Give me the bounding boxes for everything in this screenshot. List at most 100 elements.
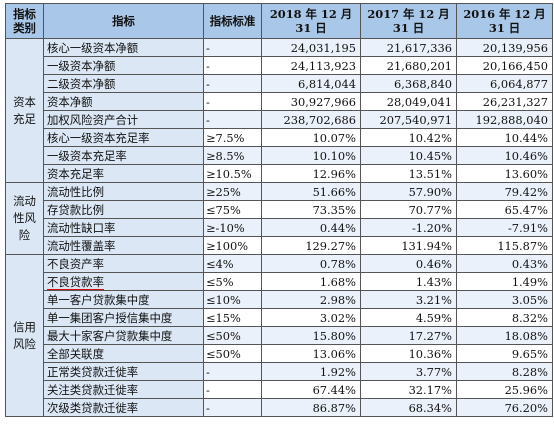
standard-cell-text: ≤50% [206, 346, 241, 361]
standard-cell: ≥100% [203, 236, 262, 255]
value-2016-cell-text: 10.46% [504, 148, 548, 163]
indicator-cell-text: 资本充足率 [47, 166, 104, 181]
indicator-cell: 资本净额 [43, 92, 204, 111]
value-2016-cell: 8.32% [456, 308, 553, 327]
table-body: 资本充足 核心一级资本净额 - 24,031,195 21,617,336 20,139,… [5, 38, 553, 417]
standard-cell-text: - [206, 40, 210, 55]
value-2018-cell: 67.44% [261, 380, 361, 399]
indicator-cell-text: 加权风险资产合计 [47, 112, 139, 127]
indicator-cell: 存贷款比例 [43, 200, 204, 219]
value-2017-cell-text: 57.90% [408, 184, 452, 199]
indicator-cell: 一级资本充足率 [43, 146, 204, 165]
value-2016-cell-text: 18.08% [504, 328, 548, 343]
value-2018-cell-text: 3.02% [319, 310, 356, 325]
value-2018-cell: 0.44% [261, 218, 361, 237]
value-2018-cell: 10.10% [261, 146, 361, 165]
value-2017-cell: 10.42% [360, 128, 457, 147]
standard-cell: - [203, 92, 262, 111]
indicator-cell-text: 核心一级资本充足率 [47, 130, 150, 145]
standard-cell: - [203, 110, 262, 129]
indicator-cell-text: 次级类贷款迁徙率 [47, 400, 139, 415]
value-2018-cell: 10.07% [261, 128, 361, 147]
value-2016-cell-text: 25.96% [504, 382, 548, 397]
value-2017-cell: 131.94% [360, 236, 457, 255]
indicator-cell: 流动性比例 [43, 182, 204, 201]
value-2017-cell-text: 13.51% [408, 166, 452, 181]
indicator-cell: 二级资本净额 [43, 74, 204, 93]
value-2017-cell-text: 0.46% [415, 256, 452, 271]
value-2017-cell-text: 70.77% [408, 202, 452, 217]
indicator-cell-text: 流动性覆盖率 [47, 238, 116, 253]
indicator-cell-text: 关注类贷款迁徙率 [47, 382, 139, 397]
value-2017-cell: -1.20% [360, 218, 457, 237]
value-2016-cell-text: 9.65% [511, 346, 548, 361]
table-row: 一级资本充足率 ≥8.5% 10.10% 10.45% 10.46% [6, 146, 553, 165]
value-2017-cell: 4.59% [360, 308, 457, 327]
indicator-cell: 不良资产率 [43, 254, 204, 273]
value-2017-cell: 32.17% [360, 380, 457, 399]
indicator-cell-text: 单一集团客户授信集中度 [47, 310, 173, 325]
table-row: 不良贷款率 ≤5% 1.68% 1.43% 1.49% [6, 272, 553, 291]
standard-cell-text: ≥25% [206, 184, 241, 199]
value-2018-cell: 15.80% [261, 326, 361, 345]
value-2016-cell-text: -7.91% [507, 220, 548, 235]
value-2016-cell: 26,231,327 [456, 92, 553, 111]
standard-cell: ≤50% [203, 326, 262, 345]
value-2016-cell-text: 1.49% [511, 274, 548, 289]
value-2017-cell-text: 10.45% [408, 148, 452, 163]
header-category: 指标类别 [5, 3, 44, 39]
table-row: 最大十家客户贷款集中度 ≤50% 15.80% 17.27% 18.08% [6, 326, 553, 345]
value-2018-cell: 86.87% [261, 398, 361, 417]
value-2017-cell-text: 207,540,971 [379, 112, 452, 127]
standard-cell: - [203, 380, 262, 399]
value-2017-cell-text: 68.34% [408, 400, 452, 415]
indicator-cell: 单一客户贷款集中度 [43, 290, 204, 309]
value-2018-cell-text: 129.27% [305, 238, 356, 253]
value-2016-cell: 1.49% [456, 272, 553, 291]
indicator-cell: 最大十家客户贷款集中度 [43, 326, 204, 345]
value-2018-cell-text: 0.78% [319, 256, 356, 271]
standard-cell: ≥-10% [203, 218, 262, 237]
category-cell: 资本充足 [5, 38, 44, 183]
value-2016-cell-text: 115.87% [497, 238, 548, 253]
standard-cell-text: - [206, 382, 210, 397]
value-2016-cell: 20,139,956 [456, 38, 553, 57]
value-2017-cell-text: 28,049,041 [386, 94, 452, 109]
value-2018-cell-text: 51.66% [312, 184, 356, 199]
standard-cell-text: ≥-10% [206, 220, 245, 235]
value-2018-cell: 73.35% [261, 200, 361, 219]
standard-cell-text: ≤75% [206, 202, 241, 217]
standard-cell-text: - [206, 76, 210, 91]
indicator-cell-text: 一级资本净额 [47, 58, 116, 73]
value-2016-cell: 25.96% [456, 380, 553, 399]
value-2016-cell: 192,888,040 [456, 110, 553, 129]
value-2017-cell-text: 6,368,840 [394, 76, 452, 91]
value-2016-cell: 10.46% [456, 146, 553, 165]
indicator-cell: 关注类贷款迁徙率 [43, 380, 204, 399]
header-2016: 2016 年 12 月 31 日 [456, 3, 553, 39]
standard-cell-text: - [206, 94, 210, 109]
value-2017-cell: 10.36% [360, 344, 457, 363]
standard-cell-text: ≤15% [206, 310, 241, 325]
indicator-cell-text: 不良资产率 [47, 256, 104, 271]
header-2017-label: 2017 年 12 月 31 日 [367, 7, 450, 35]
table-row: 加权风险资产合计 - 238,702,686 207,540,971 192,888,0… [6, 110, 553, 129]
value-2016-cell-text: 13.60% [504, 166, 548, 181]
value-2017-cell: 0.46% [360, 254, 457, 273]
indicator-cell: 核心一级资本充足率 [43, 128, 204, 147]
indicator-cell-text: 一级资本充足率 [47, 148, 127, 163]
standard-cell: ≤4% [203, 254, 262, 273]
value-2016-cell: 65.47% [456, 200, 553, 219]
indicator-cell: 正常类贷款迁徙率 [43, 362, 204, 381]
value-2017-cell: 3.21% [360, 290, 457, 309]
header-category-label: 指标类别 [13, 7, 36, 35]
value-2016-cell: -7.91% [456, 218, 553, 237]
standard-cell-text: ≥8.5% [206, 148, 245, 163]
value-2018-cell: 51.66% [261, 182, 361, 201]
value-2016-cell: 115.87% [456, 236, 553, 255]
standard-cell: - [203, 56, 262, 75]
table-row: 正常类贷款迁徙率 - 1.92% 3.77% 8.28% [6, 362, 553, 381]
table-row: 资本净额 - 30,927,966 28,049,041 26,231,327 [6, 92, 553, 111]
table-row: 一级资本净额 - 24,113,923 21,680,201 20,166,450 [6, 56, 553, 75]
